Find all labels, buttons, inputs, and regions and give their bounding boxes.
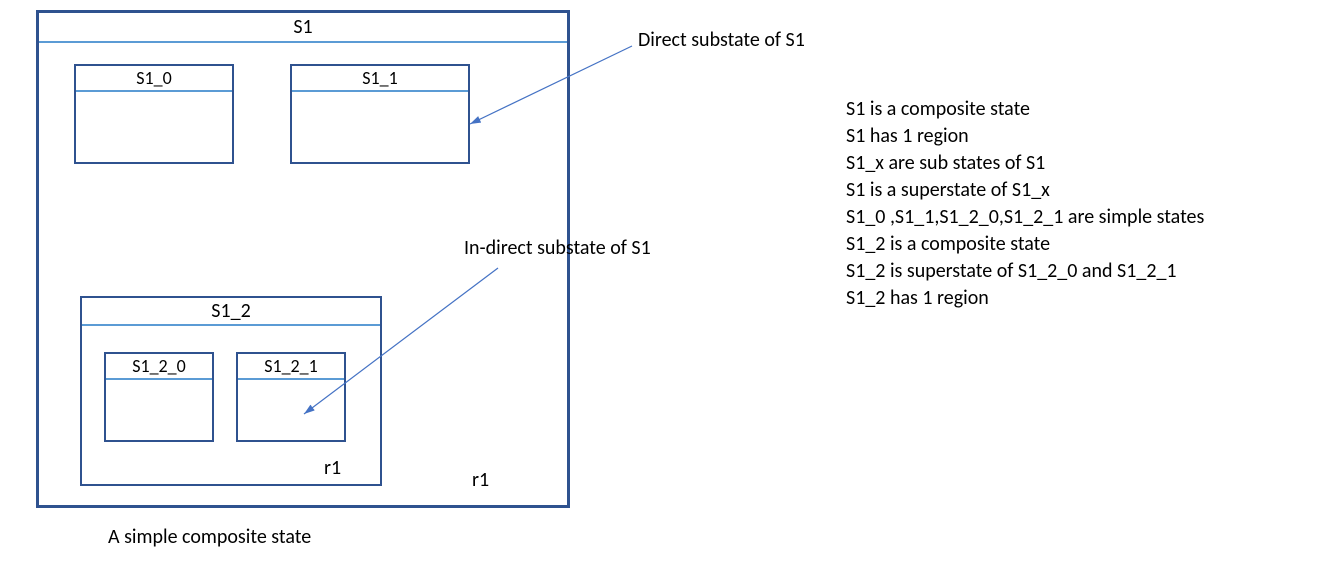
state-s1-0: S1_0: [74, 64, 234, 164]
state-s1-title: S1: [39, 13, 567, 43]
description-line: S1 is a composite state: [846, 96, 1266, 123]
state-s1-2-0: S1_2_0: [104, 352, 214, 442]
state-s1-0-title: S1_0: [76, 66, 232, 92]
region-label-s1: r1: [472, 468, 489, 492]
state-s1-2-title: S1_2: [82, 298, 380, 326]
diagram-caption: A simple composite state: [108, 525, 311, 549]
description-line: S1_0 ,S1_1,S1_2_0,S1_2_1 are simple stat…: [846, 204, 1266, 231]
description-line: S1 is a superstate of S1_x: [846, 177, 1266, 204]
description-line: S1_2 is superstate of S1_2_0 and S1_2_1: [846, 258, 1266, 285]
state-s1-2-1-title: S1_2_1: [238, 354, 344, 380]
state-s1-1: S1_1: [290, 64, 470, 164]
description-block: S1 is a composite state S1 has 1 region …: [846, 96, 1266, 312]
annotation-indirect-substate: In-direct substate of S1: [464, 236, 651, 260]
description-line: S1 has 1 region: [846, 123, 1266, 150]
state-s1-2-0-title: S1_2_0: [106, 354, 212, 380]
description-line: S1_2 has 1 region: [846, 285, 1266, 312]
state-s1-1-title: S1_1: [292, 66, 468, 92]
description-line: S1_x are sub states of S1: [846, 150, 1266, 177]
description-line: S1_2 is a composite state: [846, 231, 1266, 258]
state-s1-2-1: S1_2_1: [236, 352, 346, 442]
region-label-s1-2: r1: [324, 456, 341, 480]
annotation-direct-substate: Direct substate of S1: [638, 28, 805, 52]
